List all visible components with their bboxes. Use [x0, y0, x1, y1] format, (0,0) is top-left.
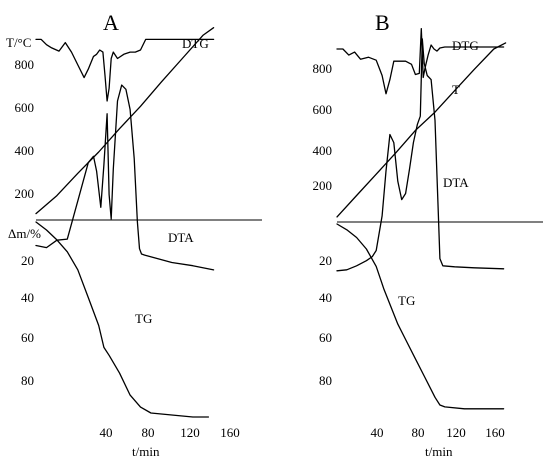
panel-a-dta-curve [35, 84, 215, 271]
panel-b-t-curve [336, 42, 507, 218]
panel-a-time-tick: 80 [142, 425, 155, 440]
panel-a-tg-label: TG [135, 311, 152, 326]
panel-b-dtg-curve [336, 28, 505, 95]
panel-a-temperature-axis-label: T/°C [6, 35, 31, 50]
panel-b-time-tick: 160 [485, 425, 505, 440]
panel-b-time-tick: 40 [371, 425, 384, 440]
panel-a-m-tick: 60 [21, 330, 34, 345]
panel-b-time-tick: 120 [446, 425, 466, 440]
panel-b-time-axis-label: t/min [425, 444, 453, 459]
panel-a-tg-curve [35, 221, 210, 418]
panel-b: B 800 600 400 200 20 40 60 80 40 80 120 … [313, 10, 543, 459]
panel-b-tg-label: TG [398, 293, 415, 308]
panel-b-tg-curve [336, 223, 505, 410]
panel-a-t-curve [35, 27, 215, 215]
panel-a-dta-label: DTA [168, 230, 194, 245]
panel-a-mass-axis-label: Δm/% [8, 226, 41, 241]
panel-a-letter: A [103, 10, 119, 35]
panel-a-time-tick: 160 [220, 425, 240, 440]
panel-b-dta-label: DTA [443, 175, 469, 190]
panel-b-m-tick: 40 [319, 290, 332, 305]
panel-b-letter: B [375, 10, 390, 35]
panel-a-time-axis-label: t/min [132, 444, 160, 459]
panel-b-dta-curve [336, 38, 505, 272]
panel-a-time-tick: 40 [100, 425, 113, 440]
panel-a-t-tick: 600 [15, 100, 35, 115]
panel-b-t-tick: 600 [313, 102, 333, 117]
panel-a-dtg-curve [35, 38, 215, 102]
panel-b-t-tick: 800 [313, 61, 333, 76]
panel-b-time-tick: 80 [412, 425, 425, 440]
panel-b-m-tick: 20 [319, 253, 332, 268]
panel-a: A T/°C 800 600 400 200 Δm/% 20 40 60 80 … [6, 10, 262, 459]
panel-a-m-tick: 80 [21, 373, 34, 388]
panel-a-time-tick: 120 [180, 425, 200, 440]
panel-a-m-tick: 40 [21, 290, 34, 305]
panel-b-t-tick: 400 [313, 143, 333, 158]
panel-b-m-tick: 80 [319, 373, 332, 388]
panel-b-m-tick: 60 [319, 330, 332, 345]
panel-b-curves [336, 28, 507, 410]
panel-a-t-tick: 400 [15, 143, 35, 158]
panel-b-t-tick: 200 [313, 178, 333, 193]
panel-a-m-tick: 20 [21, 253, 34, 268]
panel-a-t-tick: 800 [15, 57, 35, 72]
panel-a-curves [35, 27, 215, 418]
panel-a-t-tick: 200 [15, 186, 35, 201]
panel-b-dtg-label: DTG [452, 38, 479, 53]
